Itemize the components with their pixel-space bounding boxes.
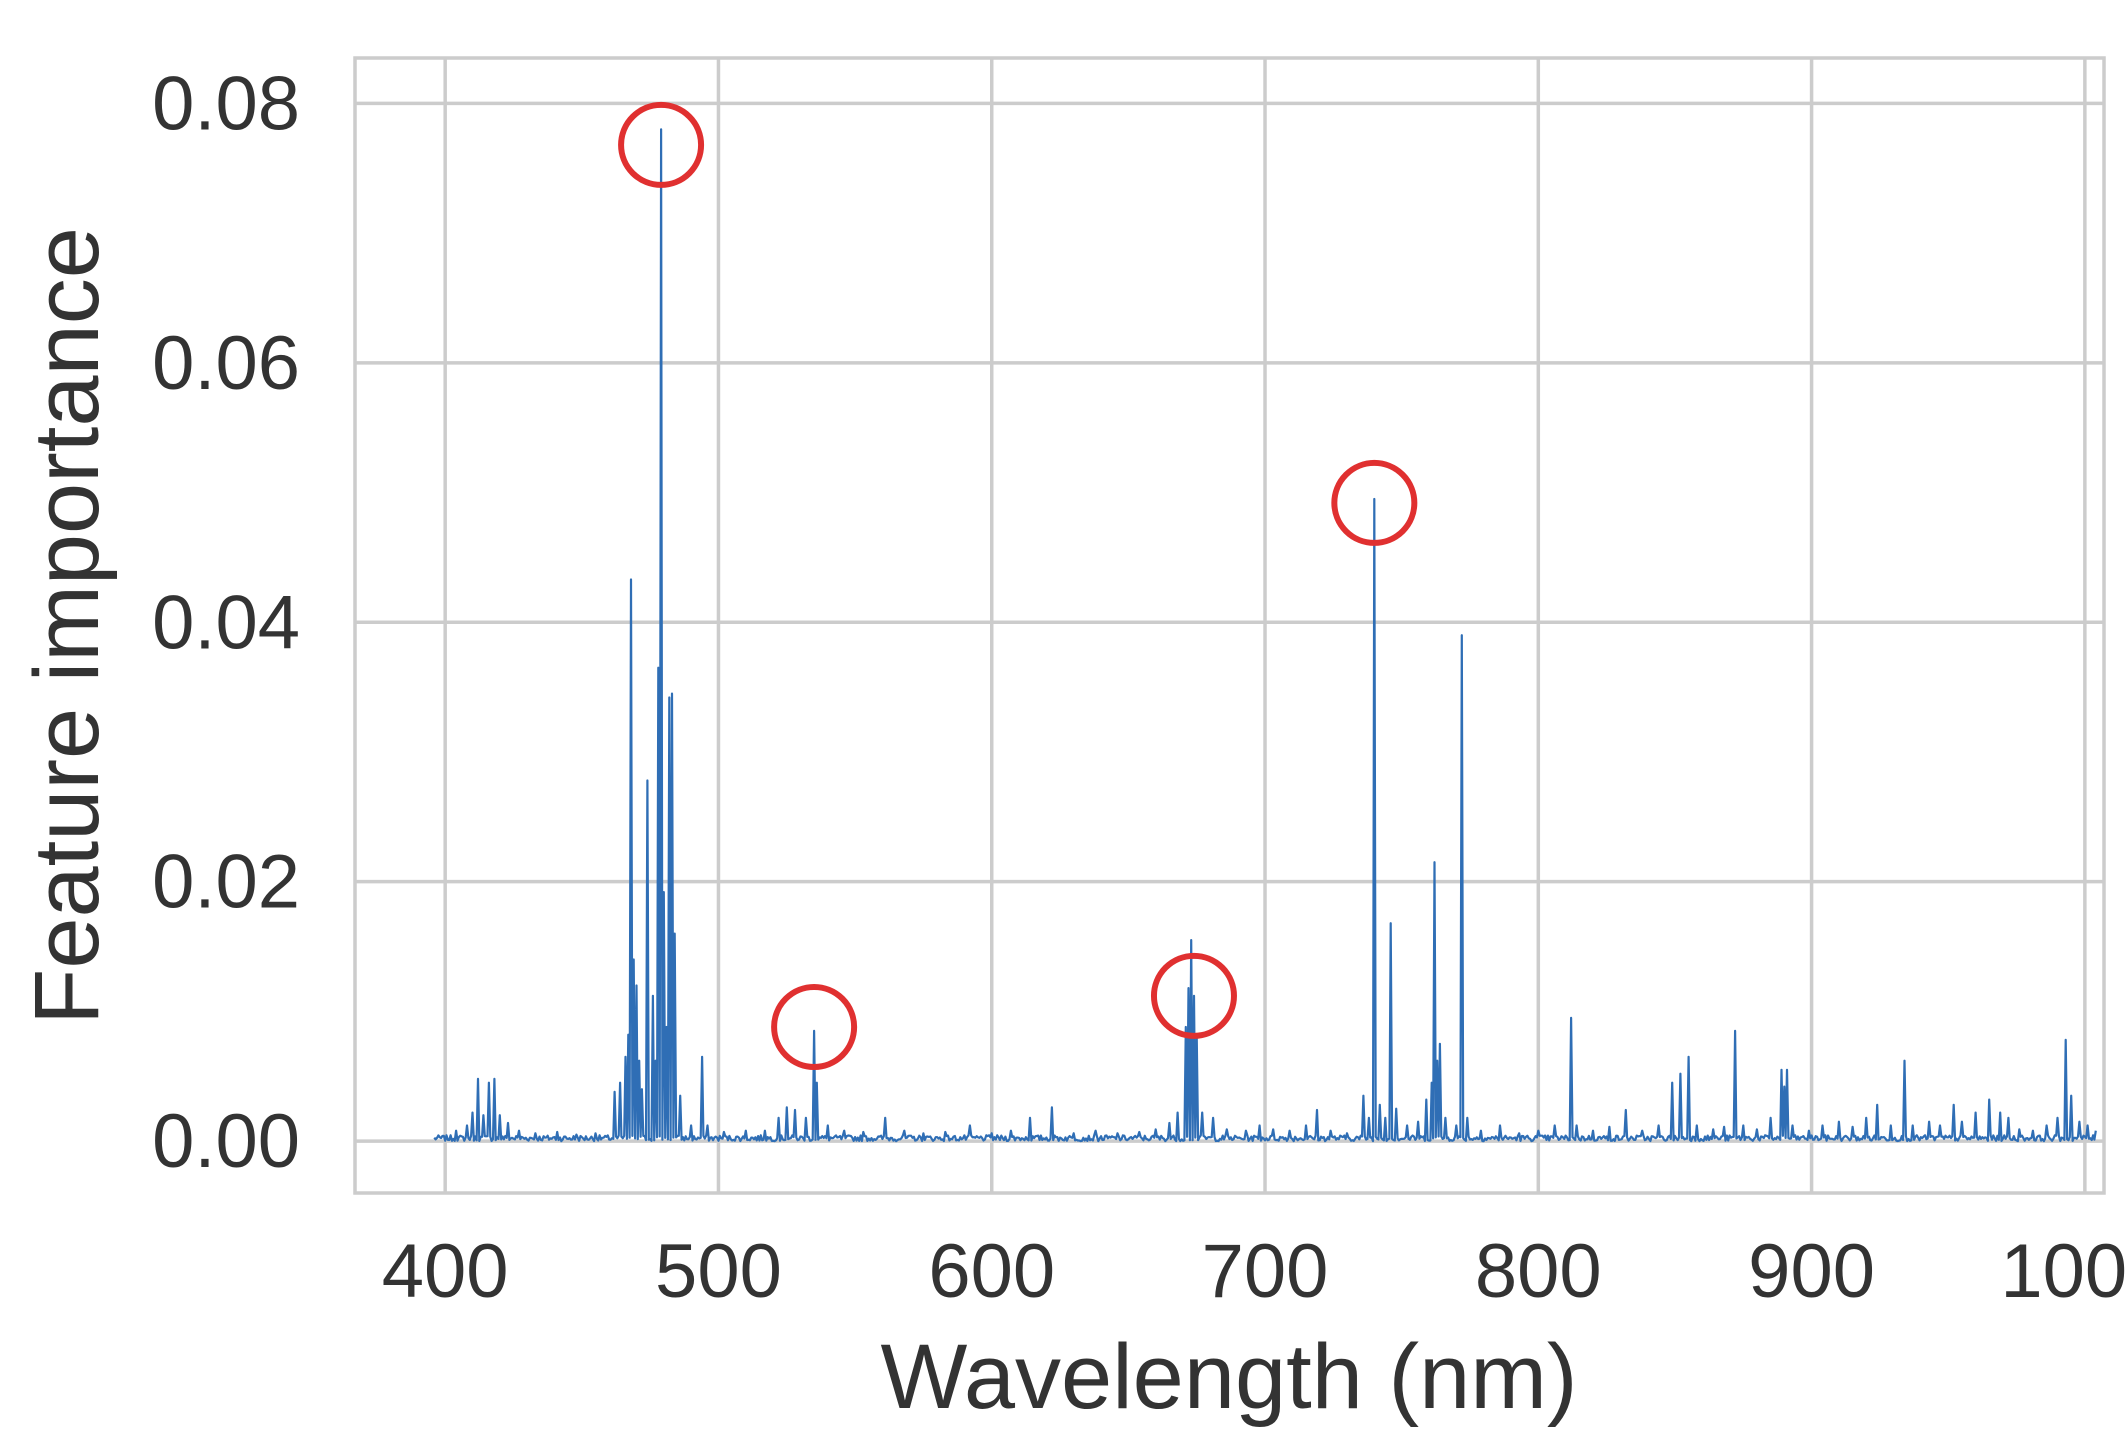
x-tick-label: 400 [382, 1229, 509, 1314]
importance-series-line [433, 128, 2097, 1143]
highlight-circle [771, 983, 858, 1070]
y-axis-title: Feature importance [16, 227, 118, 1025]
annotation-layer [618, 101, 1418, 1070]
y-tick-labels: 0.00 0.02 0.04 0.06 0.08 [152, 61, 300, 1184]
x-axis-title: Wavelength (nm) [880, 1326, 1577, 1428]
x-tick-label: 600 [928, 1229, 1055, 1314]
y-tick-label: 0.04 [152, 580, 300, 665]
x-tick-label: 800 [1475, 1229, 1602, 1314]
plot-area [353, 56, 2106, 1195]
x-tick-label: 900 [1748, 1229, 1875, 1314]
x-tick-label: 700 [1202, 1229, 1329, 1314]
y-tick-label: 0.00 [152, 1099, 300, 1184]
highlight-circle [1331, 459, 1418, 546]
x-tick-label: 500 [655, 1229, 782, 1314]
highlight-circle [1150, 952, 1237, 1039]
grid-lines [355, 58, 2104, 1193]
y-tick-label: 0.06 [152, 321, 300, 406]
highlight-circle [618, 101, 705, 188]
y-tick-label: 0.08 [152, 61, 300, 146]
y-tick-label: 0.02 [152, 840, 300, 925]
series-layer [433, 128, 2097, 1143]
